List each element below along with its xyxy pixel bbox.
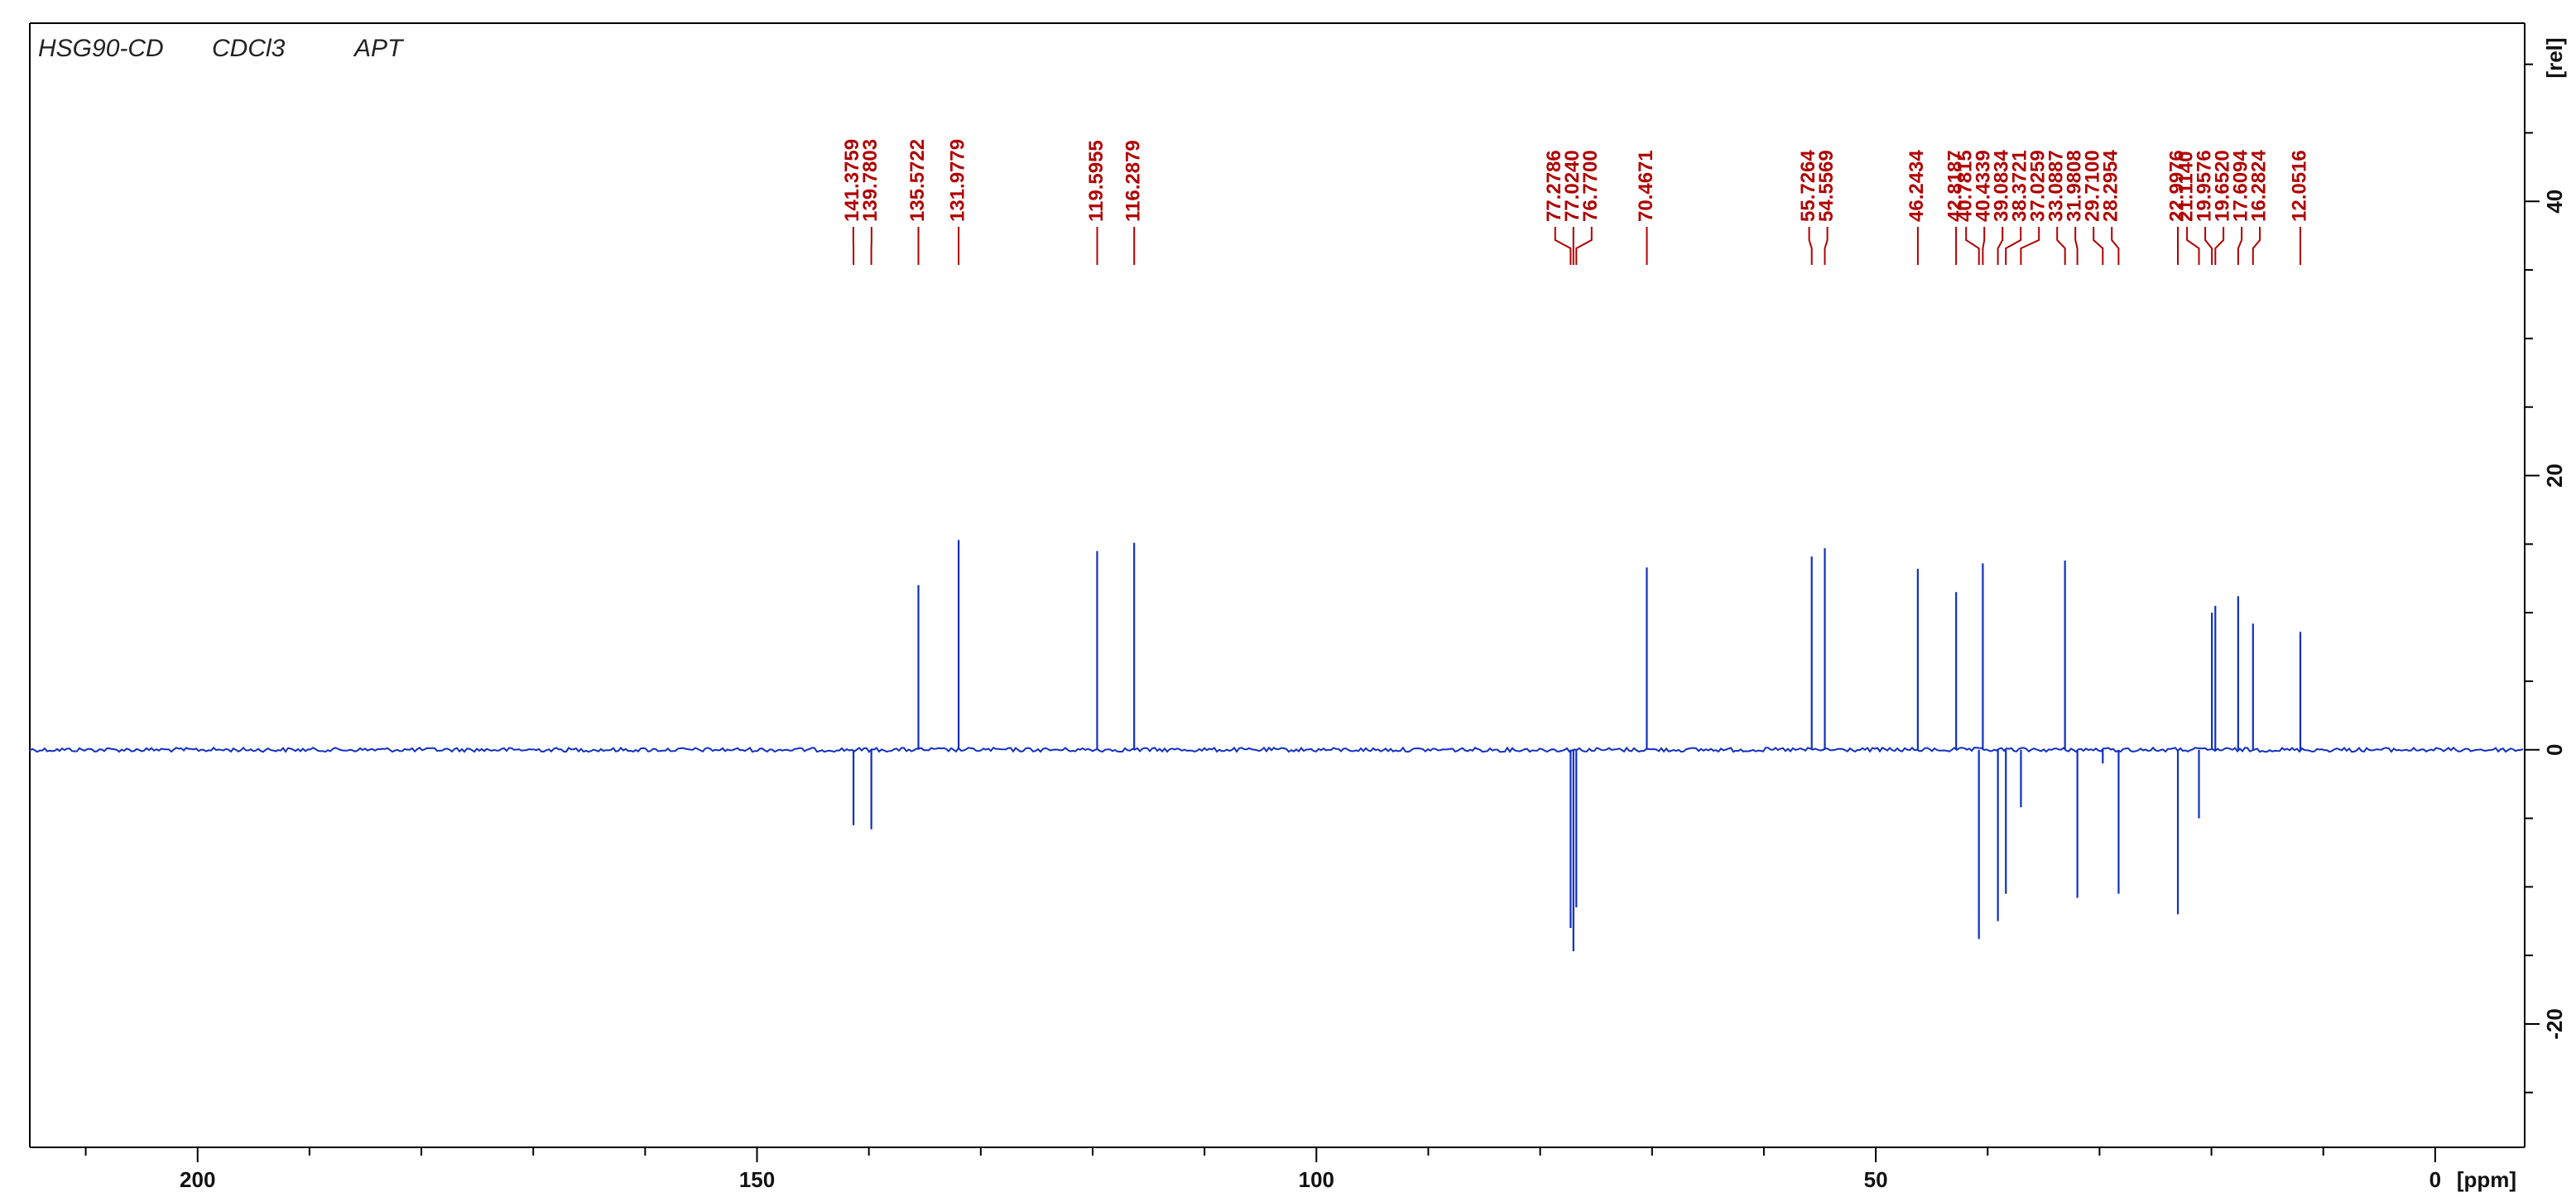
peak-label: 40.7815 (1954, 150, 1977, 222)
solvent-label: CDCl3 (212, 35, 286, 62)
peak-label: 40.4339 (1973, 150, 1995, 222)
peak-label-leader (1808, 227, 1813, 265)
peak-label-leader (1982, 227, 1986, 265)
peak-label: 37.0259 (2027, 150, 2050, 222)
peak-label: 16.2824 (2247, 150, 2270, 222)
peak-label-leader (1824, 227, 1829, 265)
x-tick-label: 200 (180, 1167, 215, 1192)
peak-label-leader (2074, 227, 2079, 265)
x-axis-unit: [ppm] (2457, 1167, 2516, 1192)
peak-label-leader (1965, 227, 1980, 265)
peak-label: 116.2879 (1122, 140, 1145, 222)
y-tick-label: 20 (2542, 464, 2567, 488)
peak-label-leader (2252, 227, 2261, 265)
x-tick-label: 150 (739, 1167, 775, 1192)
peak-label: 55.7264 (1797, 150, 1819, 222)
peak-label: 12.0516 (2288, 150, 2310, 222)
peak-label: 139.7803 (859, 139, 882, 222)
y-tick-label: 0 (2542, 743, 2567, 755)
peak-label-leader (1997, 227, 2004, 265)
peak-label: 46.2434 (1906, 150, 1928, 222)
peak-label: 77.0240 (1561, 150, 1584, 222)
peak-label-leader (2005, 227, 2022, 265)
y-axis-ticks: 40 20 0 -20 (2525, 63, 2567, 1094)
peak-label: 135.5722 (906, 139, 929, 222)
peak-label: 28.2954 (2100, 150, 2122, 222)
peak-label: 31.9808 (2064, 150, 2086, 222)
peak-label-leader (2111, 227, 2120, 265)
peak-label: 21.1140 (2175, 151, 2197, 222)
y-tick-label: -20 (2542, 1008, 2567, 1040)
peak-label-leader (2204, 227, 2213, 265)
peak-label-leader (2237, 227, 2243, 265)
y-axis-unit: [rel] (2542, 37, 2567, 78)
peak-label: 131.9779 (946, 139, 968, 222)
peak-label: 17.6094 (2229, 150, 2252, 222)
peak-label: 77.2786 (1543, 150, 1565, 222)
peak-label: 33.0887 (2045, 150, 2068, 222)
peak-label: 76.7700 (1579, 150, 1602, 222)
y-tick-label: 40 (2542, 190, 2567, 214)
peak-label: 29.7100 (2082, 150, 2104, 222)
plot-frame (29, 22, 2526, 1148)
peak-label-leader (2056, 227, 2066, 265)
peak-label-leader (2214, 227, 2225, 265)
peak-label: 119.5955 (1085, 140, 1108, 222)
peak-label: 19.6520 (2211, 150, 2233, 222)
sample-name: HSG90-CD (38, 35, 164, 62)
peak-label: 39.0834 (1991, 150, 2013, 222)
x-axis-ticks: 200 150 100 50 0 (84, 1147, 2441, 1192)
peak-label: 19.9576 (2193, 150, 2215, 222)
peak-label-leader (2186, 227, 2200, 265)
spectrum-baseline (29, 746, 2524, 753)
peak-label-leader (1554, 227, 1572, 265)
peak-label: 22.9976 (2165, 150, 2188, 222)
peak-label: 54.5569 (1815, 150, 1838, 222)
peak-label-leader (2093, 227, 2104, 265)
x-tick-label: 100 (1299, 1167, 1334, 1192)
spectrum-peaks (852, 540, 2302, 952)
peak-label: 42.8187 (1944, 150, 1966, 222)
peak-label-leader (1575, 227, 1593, 265)
peak-label: 38.3721 (2009, 150, 2031, 222)
x-tick-label: 50 (1864, 1167, 1888, 1192)
peak-label-leader (2020, 227, 2040, 265)
experiment-label: APT (353, 35, 405, 62)
peak-label: 70.4671 (1635, 150, 1657, 222)
peak-label: 141.3759 (841, 139, 863, 222)
x-tick-label: 0 (2429, 1167, 2441, 1192)
